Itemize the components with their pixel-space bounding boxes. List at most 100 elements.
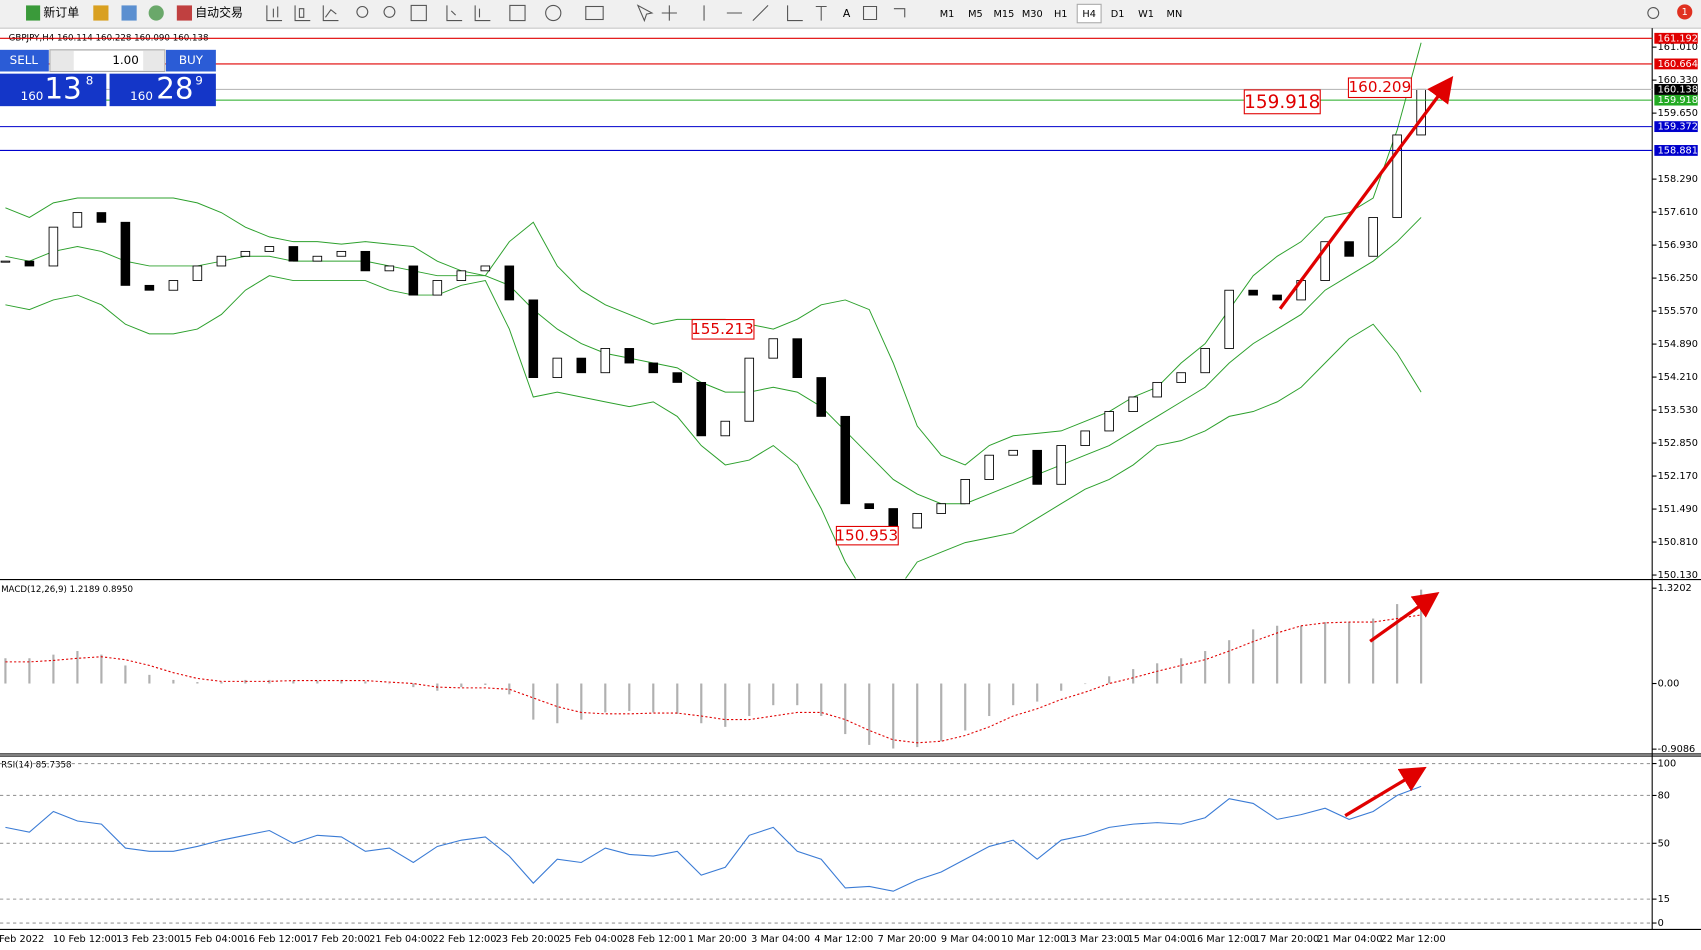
current-price-label: 160.138 [1658, 84, 1698, 95]
x-tick-label: 25 Feb 04:00 [559, 934, 623, 945]
new-order-icon[interactable] [26, 5, 41, 21]
icon[interactable] [93, 5, 109, 21]
sell-price[interactable] [0, 73, 107, 107]
buy-label[interactable]: BUY [179, 53, 204, 67]
candle [1104, 411, 1114, 432]
candle [1320, 241, 1330, 281]
candle [744, 357, 755, 422]
macd-bar [724, 683, 727, 727]
bollinger-band [5, 275, 1422, 579]
timeframe[interactable]: H4 [1082, 9, 1096, 20]
macd-bar [604, 683, 607, 713]
buy-price[interactable] [109, 73, 216, 107]
candle [624, 348, 635, 364]
candle [0, 260, 11, 263]
macd-bar [1324, 622, 1327, 684]
x-tick-label: 23 Feb 20:00 [496, 934, 560, 945]
candle [72, 212, 83, 228]
auto-trading[interactable]: 自动交易 [195, 6, 243, 20]
bollinger-band [5, 217, 1422, 505]
timeframe[interactable]: W1 [1138, 9, 1154, 20]
macd-bar [1180, 658, 1183, 684]
candle [360, 250, 371, 272]
timeframe[interactable]: MN [1167, 9, 1183, 20]
alerts-badge[interactable] [1677, 4, 1693, 20]
auto-trading-icon[interactable] [176, 5, 193, 21]
y-tick-label: 156.250 [1658, 273, 1698, 284]
level-label: 158.881 [1658, 145, 1698, 156]
macd-bar [52, 654, 55, 684]
x-tick-label: 28 Feb 12:00 [622, 934, 686, 945]
buy-sup: 9 [195, 74, 203, 88]
macd-bar [124, 665, 127, 684]
candle [288, 246, 299, 262]
timeframe[interactable]: H1 [1054, 9, 1068, 20]
timeframe[interactable]: D1 [1111, 9, 1125, 20]
candle [600, 348, 611, 374]
candle [504, 265, 515, 301]
icon[interactable] [121, 5, 137, 21]
candle [912, 512, 922, 529]
level-label: 160.664 [1658, 59, 1698, 70]
new-order[interactable]: 新订单 [43, 6, 79, 20]
macd-bar [460, 683, 463, 688]
x-tick-label: 21 Feb 04:00 [369, 934, 433, 945]
timeframe[interactable]: M30 [1022, 9, 1043, 20]
alerts-count: 1 [1682, 7, 1688, 18]
macd-bar [1036, 683, 1039, 702]
timeframe[interactable]: M5 [968, 9, 983, 20]
macd-bar [772, 683, 775, 706]
buy-big: 160 [130, 89, 153, 103]
search[interactable] [1647, 7, 1660, 19]
candle [48, 226, 59, 267]
macd-bar [76, 651, 79, 684]
macd-bar [1396, 604, 1399, 684]
buy-main: 28 [156, 71, 193, 105]
macd-bar [1060, 683, 1063, 691]
macd-bar [964, 683, 967, 731]
lots-input[interactable] [73, 50, 144, 71]
macd-title: MACD(12,26,9) 1.2189 0.8950 [1, 585, 133, 595]
macd-bar [1420, 589, 1423, 684]
candle [384, 265, 395, 272]
sell-button[interactable] [0, 49, 49, 72]
candle [1248, 289, 1258, 296]
candle [1032, 449, 1042, 485]
y-tick-label: 153.530 [1658, 405, 1698, 416]
candle [720, 420, 731, 437]
text-tool[interactable]: A [843, 7, 851, 20]
level-label: 159.372 [1658, 122, 1698, 133]
macd-bar [940, 683, 943, 742]
x-tick-label: 16 Mar 12:00 [1191, 934, 1256, 945]
timeframe[interactable]: M15 [993, 9, 1014, 20]
lots[interactable]: 1.00 [112, 53, 139, 67]
macd-bar [1348, 622, 1351, 684]
macd-bar [1276, 625, 1279, 684]
x-tick-label: 3 Mar 04:00 [751, 934, 810, 945]
x-tick-label: 10 Feb 12:00 [53, 934, 117, 945]
candle [1368, 217, 1378, 257]
y-tick-label: 80 [1658, 790, 1670, 801]
macd-bar [292, 680, 295, 684]
x-tick-label: 22 Feb 12:00 [432, 934, 496, 945]
icon[interactable] [148, 5, 164, 21]
macd-bar [172, 679, 175, 684]
y-tick-label: 160.330 [1658, 75, 1698, 86]
sell-label[interactable]: SELL [10, 53, 39, 67]
tool-icons[interactable] [266, 4, 906, 23]
buy-button[interactable] [165, 49, 216, 72]
candle [480, 265, 491, 272]
timeframe[interactable]: M1 [940, 9, 955, 20]
candle [1200, 348, 1210, 374]
y-tick-label: 150.130 [1658, 570, 1698, 581]
macd-bar [1108, 676, 1111, 684]
candle [456, 270, 467, 281]
active-timeframe [1076, 3, 1102, 24]
macd-bar [484, 683, 487, 685]
candle [768, 338, 779, 359]
macd-bar [748, 683, 751, 717]
macd-bar [1132, 669, 1135, 684]
candle [864, 503, 875, 510]
